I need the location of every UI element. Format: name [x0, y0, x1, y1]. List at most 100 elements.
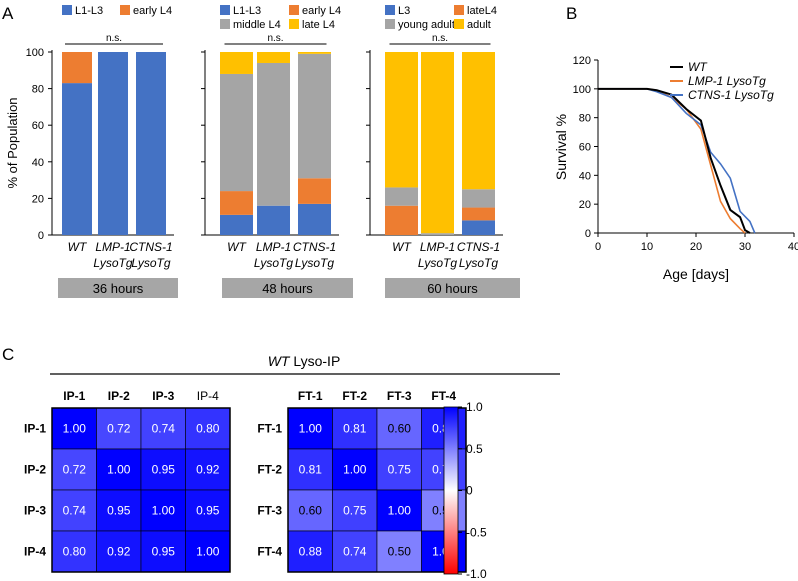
column-label: FT-3	[387, 389, 412, 403]
legend-label: early L4	[133, 5, 172, 17]
time-badge-label: 48 hours	[262, 281, 313, 296]
heatmap-cell	[185, 530, 231, 573]
heatmap-cell-value: 0.80	[63, 545, 87, 559]
x-tick-label: CTNS-1	[129, 240, 172, 254]
heatmap-cell	[376, 407, 422, 450]
bar-segment-adult	[421, 52, 454, 234]
heatmap-cell	[376, 530, 422, 573]
heatmap-border	[287, 407, 467, 573]
heatmap-cell	[376, 489, 422, 532]
bar-segment-middle-l4	[220, 73, 253, 192]
row-label: IP-4	[24, 545, 46, 559]
time-badge	[385, 278, 520, 298]
column-label: IP-1	[63, 389, 85, 403]
bar-segment-l1-l3	[98, 52, 128, 235]
bar-segment-adult	[385, 52, 418, 188]
heatmap-cell	[96, 448, 142, 491]
survival-line-wt	[598, 87, 751, 234]
heatmap-cell-value: 0.72	[63, 463, 87, 477]
column-label: IP-2	[108, 389, 130, 403]
bar-segment-early-l4	[220, 191, 253, 215]
legend-label: young adult	[398, 19, 455, 31]
y-axis-label: % of Population	[5, 97, 20, 188]
heatmap-cell	[51, 489, 97, 532]
bar-segment-l3	[462, 220, 495, 235]
bar-segment-l1-l3	[257, 205, 290, 235]
legend-label: late L4	[302, 19, 335, 31]
heatmap-cell-value: 0.95	[152, 545, 176, 559]
legend-swatch	[385, 19, 395, 29]
legend-swatch	[454, 19, 464, 29]
row-label: FT-3	[257, 504, 282, 518]
y-tick-label: 80	[32, 84, 44, 96]
heatmap-cell	[287, 489, 333, 532]
heatmap-cell	[287, 407, 333, 450]
x-tick-label: 30	[739, 241, 751, 253]
x-tick-label-line2: LysoTg	[93, 256, 132, 270]
y-tick-label: 40	[32, 157, 44, 169]
bar-segment-late-l4	[298, 52, 331, 54]
bar-segment-middle-l4	[298, 53, 331, 179]
heatmap-cell-value: 0.81	[343, 422, 367, 436]
row-label: IP-3	[24, 504, 46, 518]
legend-label: WT	[688, 60, 708, 74]
heatmap-cell	[140, 530, 186, 573]
row-label: FT-1	[257, 422, 282, 436]
y-tick-label: 40	[579, 170, 591, 182]
colorbar-tick-label: 0.5	[466, 442, 483, 456]
heatmap-cell-value: 0.72	[107, 422, 131, 436]
bar-segment-l1-l3	[220, 214, 253, 235]
column-label: FT-2	[342, 389, 367, 403]
bar-segment-latel4	[385, 205, 418, 235]
bar-segment-early-l4	[298, 178, 331, 204]
heatmap-cell-value: 1.00	[63, 422, 87, 436]
x-tick-label: WT	[227, 240, 247, 254]
colorbar-tick-label: 0	[466, 484, 473, 498]
heatmap-cell	[140, 448, 186, 491]
time-badge	[222, 278, 353, 298]
panel-c-correlation-heatmaps: WT Lyso-IPIP-1IP-1IP-2IP-2IP-3IP-3IP-4IP…	[24, 353, 560, 581]
row-label: IP-2	[24, 463, 46, 477]
x-tick-label-line2: LysoTg	[254, 256, 293, 270]
legend-label: CTNS-1 LysoTg	[688, 88, 774, 102]
x-tick-label-line2: LysoTg	[418, 256, 457, 270]
x-tick-label: WT	[68, 240, 88, 254]
bar-segment-late-l4	[257, 52, 290, 63]
heatmap-cell-value: 0.95	[152, 463, 176, 477]
heatmap-cell-value: 0.60	[388, 422, 412, 436]
heatmap-cell	[287, 530, 333, 573]
legend-swatch	[289, 19, 299, 29]
column-label: IP-4	[197, 389, 219, 403]
heatmap-border	[51, 407, 231, 573]
bar-segment-l1-l3	[298, 203, 331, 235]
heatmap-matrix-2: FT-1 FT-1 FT-2 FT-2 FT-3 FT-3 FT-4 FT-4 1.00 0.81…	[257, 389, 467, 573]
panel-b-survival-chart: 0 20 40 60 80 100 120 0 10 20 30 40 Survival % Age [d…	[553, 55, 798, 282]
heatmap-cell	[332, 407, 378, 450]
x-tick-label: 20	[690, 241, 702, 253]
x-tick-label: LMP-1	[95, 240, 130, 254]
x-tick-label: CTNS-1	[457, 240, 500, 254]
heatmap-cell-value: 0.95	[107, 504, 131, 518]
heatmap-cell-value: 0.50	[388, 545, 412, 559]
heatmap-cell-value: 1.00	[107, 463, 131, 477]
heatmap-cell-value: 0.75	[343, 504, 367, 518]
legend-swatch	[120, 5, 130, 15]
bar-segment-l1-l3	[62, 83, 92, 235]
heatmap-cell	[140, 489, 186, 532]
bar-segment-middle-l4	[257, 62, 290, 206]
panel-label-a: A	[2, 4, 14, 23]
significance-label: n.s.	[267, 33, 283, 44]
heatmap-cell-value: 1.00	[196, 545, 220, 559]
heatmap-cell-value: 0.74	[63, 504, 87, 518]
bar-segment-adult	[462, 52, 495, 190]
x-tick-label: LMP-1	[420, 240, 455, 254]
x-tick-label: CTNS-1	[293, 240, 336, 254]
heatmap-title: WT Lyso-IP	[268, 353, 341, 369]
bar-segment-young-adult	[421, 233, 454, 235]
y-tick-label: 100	[26, 47, 44, 59]
survival-line-lmp-1-lysotg	[598, 88, 746, 234]
legend-label: L3	[398, 5, 410, 17]
